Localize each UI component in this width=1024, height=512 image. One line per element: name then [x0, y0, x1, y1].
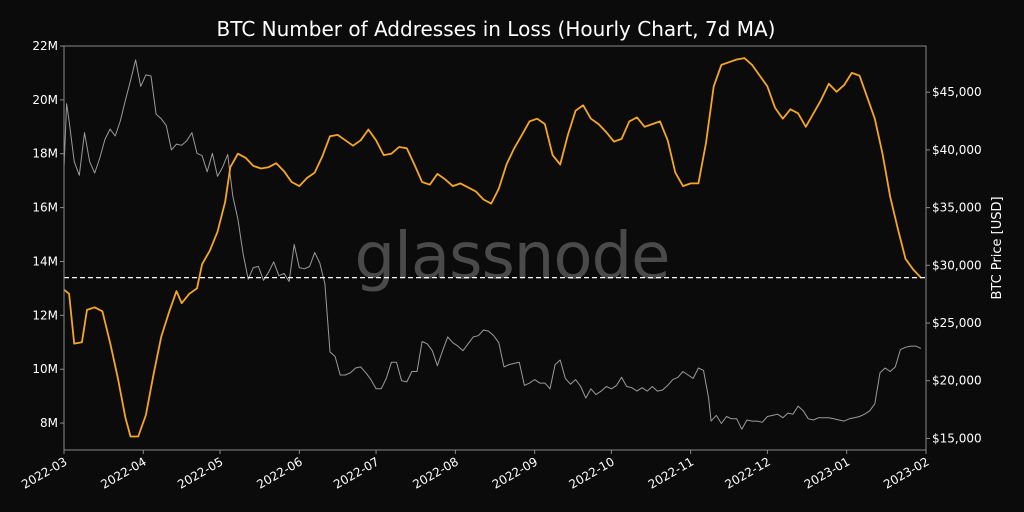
- right-axis-label: BTC Price [USD]: [990, 196, 1005, 299]
- y-left-tick-label: 12M: [32, 308, 58, 322]
- y-right-tick-label: $35,000: [932, 201, 982, 215]
- y-left-tick-label: 22M: [32, 39, 58, 53]
- y-left-tick-label: 18M: [32, 147, 58, 161]
- y-left-tick-label: 10M: [32, 362, 58, 376]
- y-right-tick-label: $30,000: [932, 258, 982, 272]
- y-left-tick-label: 20M: [32, 93, 58, 107]
- y-right-tick-label: $20,000: [932, 374, 982, 388]
- y-left-tick-label: 14M: [32, 254, 58, 268]
- y-right-tick-label: $40,000: [932, 143, 982, 157]
- watermark: glassnode: [354, 220, 669, 294]
- plot-frame: [63, 45, 927, 451]
- y-right-tick-label: $45,000: [932, 85, 982, 99]
- plot-area: [63, 57, 926, 438]
- y-right-tick-label: $25,000: [932, 316, 982, 330]
- y-right-tick-label: $15,000: [932, 431, 982, 445]
- chart-title: BTC Number of Addresses in Loss (Hourly …: [217, 17, 776, 41]
- series-line-btc-price: [63, 59, 922, 430]
- series-line-addresses-in-loss: [63, 57, 922, 438]
- y-left-tick-label: 8M: [40, 416, 58, 430]
- y-left-tick-label: 16M: [32, 201, 58, 215]
